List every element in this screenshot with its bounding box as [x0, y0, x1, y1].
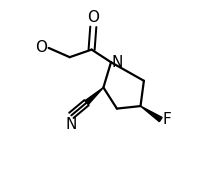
Text: O: O	[87, 10, 99, 25]
Polygon shape	[85, 88, 103, 105]
Text: N: N	[66, 117, 77, 132]
Polygon shape	[141, 106, 162, 122]
Text: F: F	[162, 112, 171, 127]
Text: N: N	[112, 55, 123, 70]
Text: O: O	[35, 40, 47, 55]
